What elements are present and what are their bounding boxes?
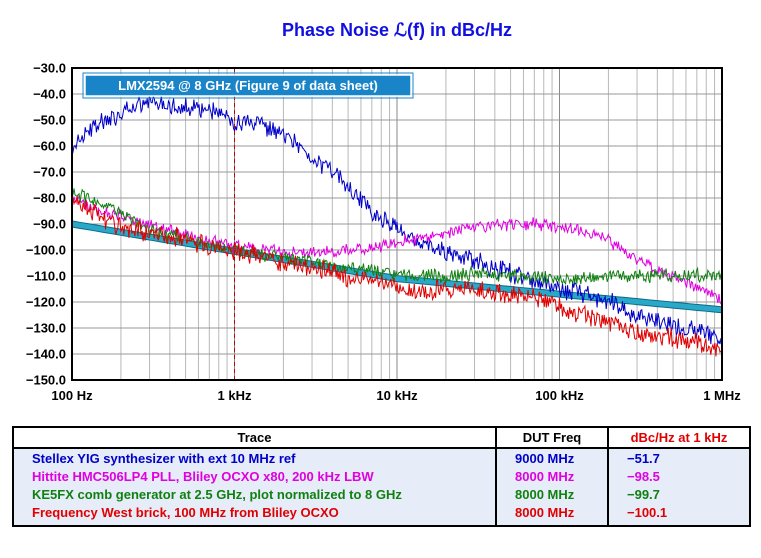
header-level-1khz: dBc/Hz at 1 kHz	[608, 427, 750, 449]
table-row: Hittite HMC506LP4 PLL, Bliley OCXO x80, …	[13, 467, 750, 485]
row-dut-freq: 8000 MHz	[496, 485, 609, 503]
x-tick-label: 1 kHz	[218, 388, 252, 403]
row-dut-freq: 8000 MHz	[496, 467, 609, 485]
legend-label: LMX2594 @ 8 GHz (Figure 9 of data sheet)	[118, 78, 378, 93]
table-row: KE5FX comb generator at 2.5 GHz, plot no…	[13, 485, 750, 503]
y-tick-label: −40.0	[33, 87, 66, 102]
y-tick-label: −60.0	[33, 139, 66, 154]
axis-labels: −30.0 −40.0 −50.0 −60.0 −70.0 −80.0 −90.0 −100.…	[26, 61, 741, 404]
y-tick-label: −120.0	[26, 295, 66, 310]
row-trace-name: Hittite HMC506LP4 PLL, Bliley OCXO x80, …	[13, 467, 497, 485]
table-row: Stellex YIG synthesizer with ext 10 MHz …	[13, 448, 750, 467]
x-tick-label: 10 kHz	[376, 388, 418, 403]
legend-box: LMX2594 @ 8 GHz (Figure 9 of data sheet)	[82, 72, 414, 99]
series-line-1	[71, 94, 723, 346]
table-row: Frequency West brick, 100 MHz from Blile…	[13, 503, 750, 526]
y-tick-label: −90.0	[33, 217, 66, 232]
x-tick-label: 100 kHz	[535, 388, 584, 403]
row-level: −99.7	[608, 485, 750, 503]
header-dut-freq: DUT Freq	[496, 427, 609, 449]
row-dut-freq: 9000 MHz	[496, 448, 609, 467]
y-tick-label: −100.0	[26, 243, 66, 258]
summary-table: Trace DUT Freq dBc/Hz at 1 kHz Stellex Y…	[12, 426, 751, 527]
plot-frame	[71, 67, 723, 381]
y-tick-label: −70.0	[33, 165, 66, 180]
x-tick-label: 1 MHz	[703, 388, 741, 403]
chart-title: Phase Noise ℒ(f) in dBc/Hz	[282, 20, 512, 40]
y-tick-label: −130.0	[26, 321, 66, 336]
row-level: −51.7	[608, 448, 750, 467]
row-trace-name: KE5FX comb generator at 2.5 GHz, plot no…	[13, 485, 497, 503]
y-tick-label: −30.0	[33, 61, 66, 76]
row-level: −98.5	[608, 467, 750, 485]
series-line-4	[71, 196, 723, 357]
row-dut-freq: 8000 MHz	[496, 503, 609, 526]
x-tick-label: 100 Hz	[51, 388, 93, 403]
row-level: −100.1	[608, 503, 750, 526]
row-trace-name: Frequency West brick, 100 MHz from Blile…	[13, 503, 497, 526]
series-group	[71, 94, 723, 357]
header-trace: Trace	[13, 427, 497, 449]
y-tick-label: −150.0	[26, 373, 66, 388]
row-trace-name: Stellex YIG synthesizer with ext 10 MHz …	[13, 448, 497, 467]
y-tick-label: −110.0	[27, 269, 66, 284]
y-tick-label: −140.0	[26, 347, 66, 362]
summary-header-row: Trace DUT Freq dBc/Hz at 1 kHz	[13, 427, 750, 449]
y-tick-label: −50.0	[33, 113, 66, 128]
phase-noise-chart: Phase Noise ℒ(f) in dBc/Hz −30.0 −40.0 −50…	[26, 20, 741, 404]
y-tick-label: −80.0	[33, 191, 66, 206]
